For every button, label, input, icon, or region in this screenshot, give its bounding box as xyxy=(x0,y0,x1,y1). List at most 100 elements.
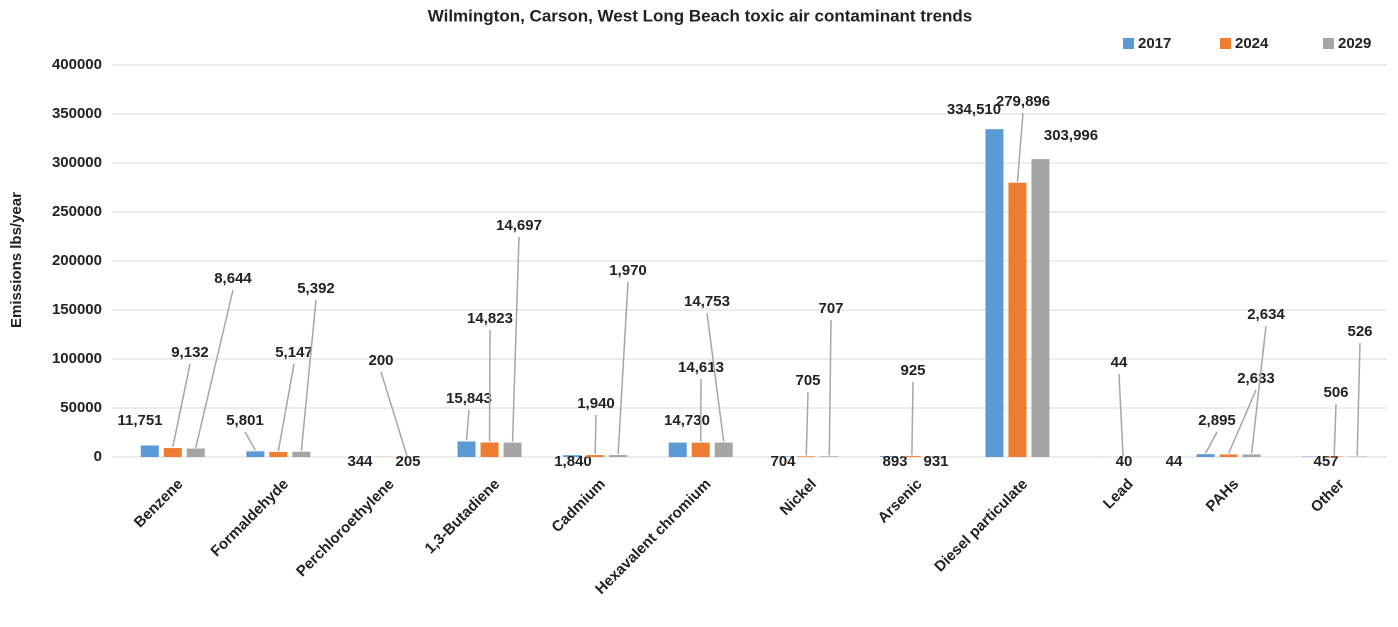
bar xyxy=(1219,454,1238,457)
leader-line xyxy=(465,409,470,441)
bar xyxy=(925,456,944,457)
y-tick-label: 300000 xyxy=(52,154,102,171)
bar xyxy=(1196,454,1215,457)
y-tick-label: 0 xyxy=(94,448,102,465)
x-tick-label: Lead xyxy=(1100,476,1137,513)
data-label: 303,996 xyxy=(1044,127,1098,144)
leader-line xyxy=(594,414,597,455)
y-tick-label: 150000 xyxy=(52,301,102,318)
data-label: 1,840 xyxy=(554,453,592,470)
y-axis-label: Emissions lbs/year xyxy=(8,192,25,328)
data-label: 1,940 xyxy=(577,395,615,412)
bar xyxy=(691,442,710,457)
leader-line xyxy=(706,312,725,442)
bar xyxy=(797,456,816,457)
bar xyxy=(563,455,582,457)
bar xyxy=(246,451,265,457)
bar xyxy=(586,455,605,457)
bar xyxy=(820,456,839,457)
data-label: 1,970 xyxy=(609,262,647,279)
legend-label: 2017 xyxy=(1138,35,1171,52)
data-label: 44 xyxy=(1166,453,1183,470)
x-tick-label: Formaldehyde xyxy=(207,476,292,561)
leader-line xyxy=(244,431,257,451)
bar xyxy=(1242,454,1261,457)
y-tick-label: 250000 xyxy=(52,203,102,220)
leader-line xyxy=(1118,373,1124,456)
data-label: 14,613 xyxy=(678,359,724,376)
bar xyxy=(879,456,898,457)
data-label: 931 xyxy=(923,453,948,470)
x-tick-label: 1,3-Butadiene xyxy=(422,476,504,558)
leader-line xyxy=(828,319,832,456)
bar xyxy=(269,451,288,457)
legend-swatch xyxy=(1323,38,1334,49)
x-tick-label: Benzene xyxy=(131,476,187,532)
data-label: 506 xyxy=(1323,384,1348,401)
chart-title: Wilmington, Carson, West Long Beach toxi… xyxy=(428,6,973,25)
bar xyxy=(774,456,793,457)
data-label: 279,896 xyxy=(996,93,1050,110)
data-label: 14,753 xyxy=(684,293,730,310)
leader-line xyxy=(300,299,317,451)
data-label: 893 xyxy=(882,453,907,470)
data-label: 705 xyxy=(795,372,820,389)
bar xyxy=(292,451,311,457)
x-tick-label: Other xyxy=(1308,476,1348,516)
leader-line xyxy=(511,236,520,442)
bar xyxy=(1031,159,1050,457)
data-label: 15,843 xyxy=(446,390,492,407)
bar xyxy=(1008,182,1027,458)
bar xyxy=(186,448,205,457)
bar xyxy=(714,442,733,457)
data-label: 334,510 xyxy=(947,101,1001,118)
bar xyxy=(140,445,159,457)
data-label: 704 xyxy=(770,453,796,470)
leader-line xyxy=(1250,325,1267,454)
y-tick-label: 350000 xyxy=(52,105,102,122)
data-label: 5,801 xyxy=(226,412,264,429)
data-label: 2,895 xyxy=(1198,412,1236,429)
bar xyxy=(480,442,499,457)
x-tick-label: Hexavalent chromium xyxy=(592,476,714,598)
leader-line xyxy=(1016,112,1024,182)
data-label: 344 xyxy=(347,453,373,470)
data-label: 205 xyxy=(395,453,420,470)
bar xyxy=(457,441,476,457)
x-tick-label: Diesel particulate xyxy=(931,476,1031,576)
leader-line xyxy=(172,363,191,448)
legend-label: 2029 xyxy=(1338,35,1371,52)
data-label: 11,751 xyxy=(117,412,162,429)
leader-line xyxy=(1333,403,1337,456)
leader-line xyxy=(277,363,295,452)
y-tick-label: 50000 xyxy=(60,399,102,416)
data-label: 5,392 xyxy=(297,280,335,297)
legend-label: 2024 xyxy=(1235,35,1269,52)
leader-line xyxy=(1356,342,1361,456)
bar xyxy=(1348,456,1367,457)
data-label: 8,644 xyxy=(214,270,252,287)
x-tick-label: PAHs xyxy=(1203,476,1243,516)
leader-line xyxy=(805,391,809,456)
bar xyxy=(163,448,182,457)
data-label: 5,147 xyxy=(275,344,313,361)
data-label: 2,634 xyxy=(1247,306,1285,323)
y-tick-label: 100000 xyxy=(52,350,102,367)
x-tick-label: Arsenic xyxy=(875,476,926,527)
x-tick-label: Cadmium xyxy=(548,476,608,536)
data-label: 200 xyxy=(368,352,393,369)
bar xyxy=(503,442,522,457)
bar xyxy=(985,129,1004,457)
data-label: 707 xyxy=(818,300,843,317)
leader-line xyxy=(617,281,629,455)
x-tick-label: Nickel xyxy=(777,476,820,519)
leader-line xyxy=(911,381,914,456)
data-label: 14,823 xyxy=(467,310,513,327)
data-label: 925 xyxy=(900,362,925,379)
bar xyxy=(609,455,628,457)
data-label: 14,730 xyxy=(664,412,710,429)
data-label: 44 xyxy=(1111,354,1128,371)
x-tick-label: Perchloroethylene xyxy=(293,476,398,581)
y-tick-label: 400000 xyxy=(52,56,102,73)
